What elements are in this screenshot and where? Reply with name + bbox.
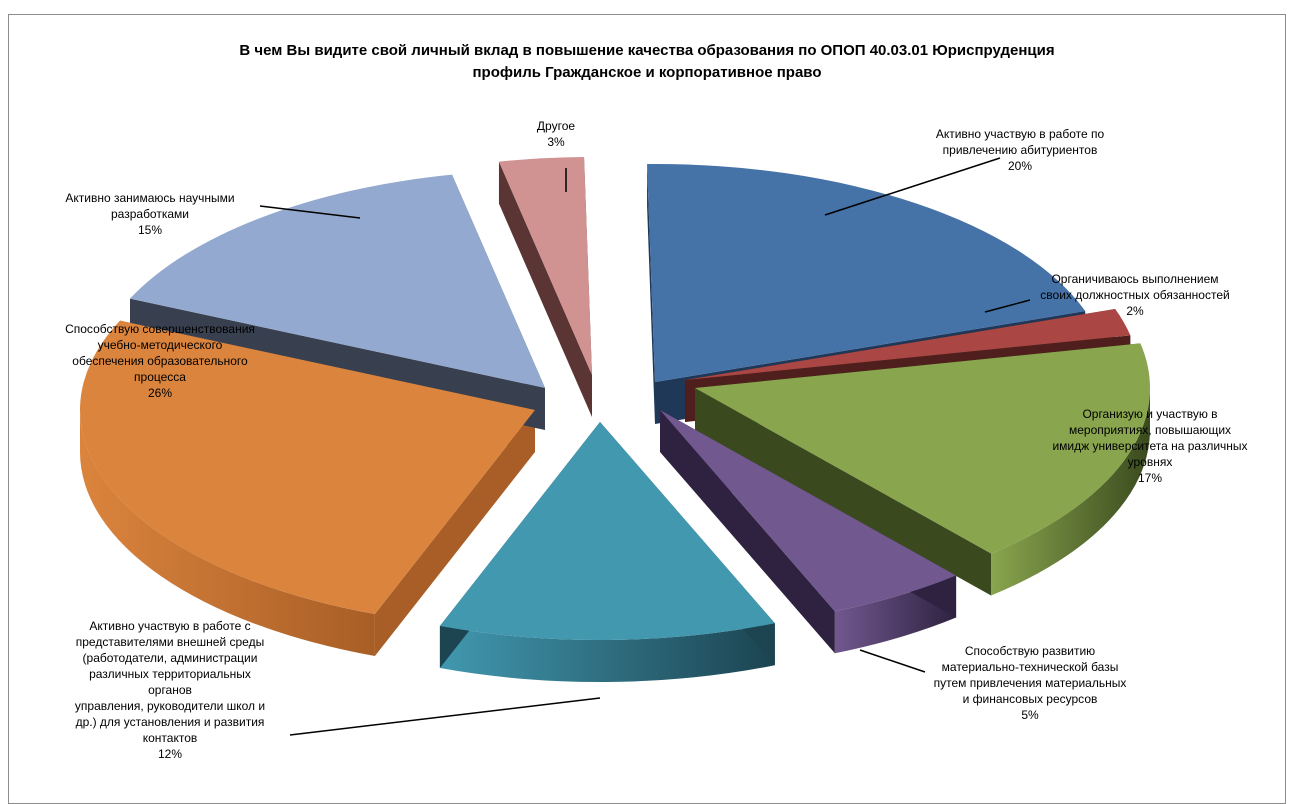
data-label-line: мероприятиях, повышающих xyxy=(1069,423,1231,437)
data-label-line: процесса xyxy=(134,370,186,384)
data-label-line: Способствую развитию xyxy=(965,644,1095,658)
pie-slice xyxy=(647,164,1086,382)
pie-slice-rim xyxy=(991,388,1150,596)
pie-slice-wall xyxy=(374,410,535,657)
data-label-line: имидж университета на различных xyxy=(1052,439,1247,453)
chart-title-line-1: В чем Вы видите свой личный вклад в повы… xyxy=(239,42,1055,59)
pie-slice xyxy=(439,422,775,640)
data-label-percent: 2% xyxy=(1126,304,1144,318)
data-label-line: уровнях xyxy=(1128,455,1173,469)
data-label-percent: 17% xyxy=(1138,471,1162,485)
data-label-line: своих должностных обязанностей xyxy=(1040,288,1229,302)
data-label-line: путем привлечения материальных xyxy=(934,676,1127,690)
pie-slice-wall xyxy=(647,164,655,424)
data-label-percent: 26% xyxy=(148,386,172,400)
data-label-percent: 12% xyxy=(158,747,182,761)
pie-slice xyxy=(129,174,545,388)
data-label-line: управления, руководители школ и xyxy=(75,699,265,713)
data-label-line: Активно занимаюсь научными xyxy=(65,191,234,205)
pie-slice-tops xyxy=(79,157,1150,640)
pie-slice xyxy=(498,157,592,375)
data-label: Другое 3% xyxy=(537,119,575,149)
chart-title: В чем Вы видите свой личный вклад в повы… xyxy=(0,40,1294,84)
pie-slice-wall xyxy=(695,388,992,596)
data-label: Способствую совершенствования учебно-мето… xyxy=(65,322,255,400)
data-label-percent: 3% xyxy=(547,135,565,149)
data-label-line: (работодатели, администрации xyxy=(83,651,258,665)
data-labels: Активно участвую в работе по привлечению … xyxy=(65,119,1247,761)
data-label-line: Способствую совершенствования xyxy=(65,322,255,336)
data-label-line: обеспечения образовательного xyxy=(72,354,248,368)
pie-slice xyxy=(79,320,535,615)
data-label-line: Активно участвую в работе с xyxy=(89,619,250,633)
data-label-line: и финансовых ресурсов xyxy=(963,692,1098,706)
data-label-percent: 5% xyxy=(1021,708,1039,722)
data-label-line: контактов xyxy=(143,731,198,745)
leader-line xyxy=(289,697,601,736)
data-label: Активно участвую в работе по привлечению … xyxy=(936,127,1105,173)
data-label-line: представителями внешней среды xyxy=(76,635,264,649)
data-label-line: органов xyxy=(148,683,192,697)
data-label-line: Организую и участвую в xyxy=(1082,407,1217,421)
data-label-percent: 20% xyxy=(1008,159,1032,173)
data-label-line: привлечению абитуриентов xyxy=(943,143,1098,157)
data-label: Способствую развитию материально-техничес… xyxy=(934,644,1127,722)
data-label: Активно занимаюсь научными разработками 15… xyxy=(65,191,234,237)
leader-line xyxy=(824,157,1001,216)
pie-slice xyxy=(695,343,1150,554)
pie-slice-wall xyxy=(498,161,592,417)
data-label-line: Другое xyxy=(537,119,575,133)
pie-slice-rim xyxy=(439,623,775,682)
data-label-line: учебно-методического xyxy=(98,338,223,352)
data-label-percent: 15% xyxy=(138,223,162,237)
pie-slice-wall xyxy=(660,410,835,654)
leader-line xyxy=(859,649,926,673)
chart-title-line-2: профиль Гражданское и корпоративное прав… xyxy=(472,64,822,81)
data-label: Организую и участвую в мероприятиях, повы… xyxy=(1052,407,1247,485)
data-label-line: др.) для установления и развития xyxy=(76,715,265,729)
data-label: Органичиваюсь выполнением своих должностн… xyxy=(1040,272,1229,318)
data-label-line: Органичиваюсь выполнением xyxy=(1051,272,1218,286)
pie-slice-rim xyxy=(80,410,375,657)
leader-line xyxy=(259,205,361,219)
leader-line xyxy=(984,299,1031,313)
data-label-line: разработками xyxy=(111,207,189,221)
data-label-line: различных территориальных xyxy=(89,667,251,681)
pie-slice xyxy=(685,309,1131,380)
pie-slice xyxy=(660,410,957,612)
data-label: Активно участвую в работе с представителя… xyxy=(75,619,265,761)
data-label-line: Активно участвую в работе по xyxy=(936,127,1105,141)
data-label-line: материально-технической базы xyxy=(942,660,1119,674)
